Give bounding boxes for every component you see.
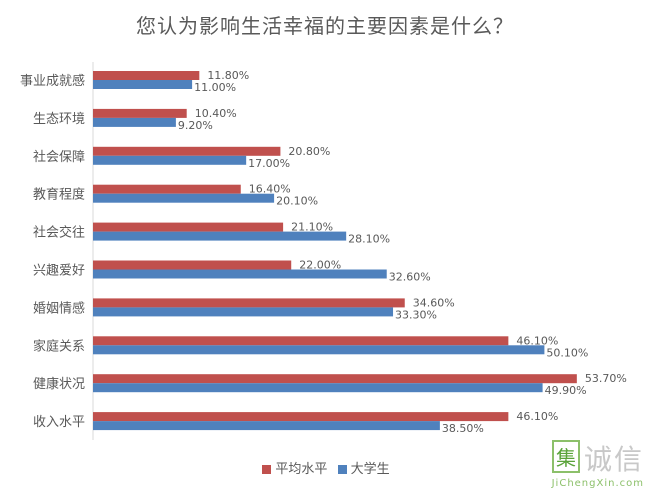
- bar-students: [93, 117, 176, 127]
- bar-average: [93, 260, 292, 270]
- bar-students: [93, 269, 387, 279]
- bar-students: [93, 80, 193, 89]
- data-label: 21.10%: [291, 221, 333, 234]
- data-label: 9.20%: [178, 119, 213, 132]
- watermark-site: JiChengXin.com: [551, 478, 644, 489]
- category-label: 收入水平: [33, 415, 85, 430]
- bar-average: [93, 374, 577, 384]
- chart-title: 您认为影响生活幸福的主要因素是什么？: [136, 14, 514, 38]
- bar-average: [93, 146, 281, 156]
- data-label: 16.40%: [249, 183, 291, 196]
- data-label: 49.90%: [545, 384, 587, 397]
- category-label: 健康状况: [33, 376, 85, 392]
- data-label: 22.00%: [299, 259, 341, 272]
- legend-swatch-students: [337, 465, 347, 474]
- bar-students: [93, 307, 394, 317]
- bar-average: [93, 184, 241, 194]
- category-label: 事业成就感: [20, 73, 85, 89]
- data-label: 11.80%: [207, 69, 249, 82]
- bar-students: [93, 383, 543, 393]
- data-label: 53.70%: [585, 372, 627, 385]
- bar-average: [93, 222, 284, 232]
- bar-students: [93, 193, 275, 203]
- data-label: 38.50%: [442, 422, 484, 435]
- data-label: 46.10%: [516, 334, 558, 347]
- category-label: 社会保障: [33, 149, 85, 165]
- category-label: 教育程度: [33, 187, 85, 203]
- data-label: 17.00%: [248, 157, 290, 170]
- category-label: 社会交往: [33, 225, 85, 241]
- bar-average: [93, 108, 187, 118]
- watermark-logo: 集诚信 JiChengXin.com: [552, 438, 644, 489]
- watermark-text: 诚信: [583, 443, 644, 476]
- data-label: 32.60%: [389, 271, 431, 284]
- bar-students: [93, 421, 440, 431]
- bar-students: [93, 345, 545, 355]
- data-label: 10.40%: [195, 107, 237, 120]
- data-label: 46.10%: [516, 410, 558, 423]
- legend: 平均水平 大学生: [0, 458, 650, 477]
- legend-label-average: 平均水平: [275, 462, 328, 477]
- category-label: 婚姻情感: [33, 300, 85, 316]
- category-label: 生态环境: [33, 112, 85, 127]
- category-label: 兴趣爱好: [33, 264, 85, 279]
- category-label: 家庭关系: [33, 338, 85, 354]
- data-label: 20.80%: [288, 145, 330, 158]
- data-label: 50.10%: [546, 346, 588, 359]
- data-label: 34.60%: [413, 296, 455, 309]
- bar-average: [93, 412, 509, 422]
- bar-average: [93, 298, 405, 308]
- data-label: 33.30%: [395, 308, 437, 321]
- bar-students: [93, 155, 247, 165]
- bar-average: [93, 71, 200, 80]
- bar-students: [93, 231, 347, 241]
- data-label: 20.10%: [276, 195, 318, 208]
- legend-swatch-average: [262, 465, 272, 474]
- legend-label-students: 大学生: [350, 462, 390, 477]
- data-label: 28.10%: [348, 233, 390, 246]
- watermark-char: 集: [551, 440, 580, 473]
- data-label: 11.00%: [194, 81, 236, 94]
- bar-average: [93, 336, 509, 346]
